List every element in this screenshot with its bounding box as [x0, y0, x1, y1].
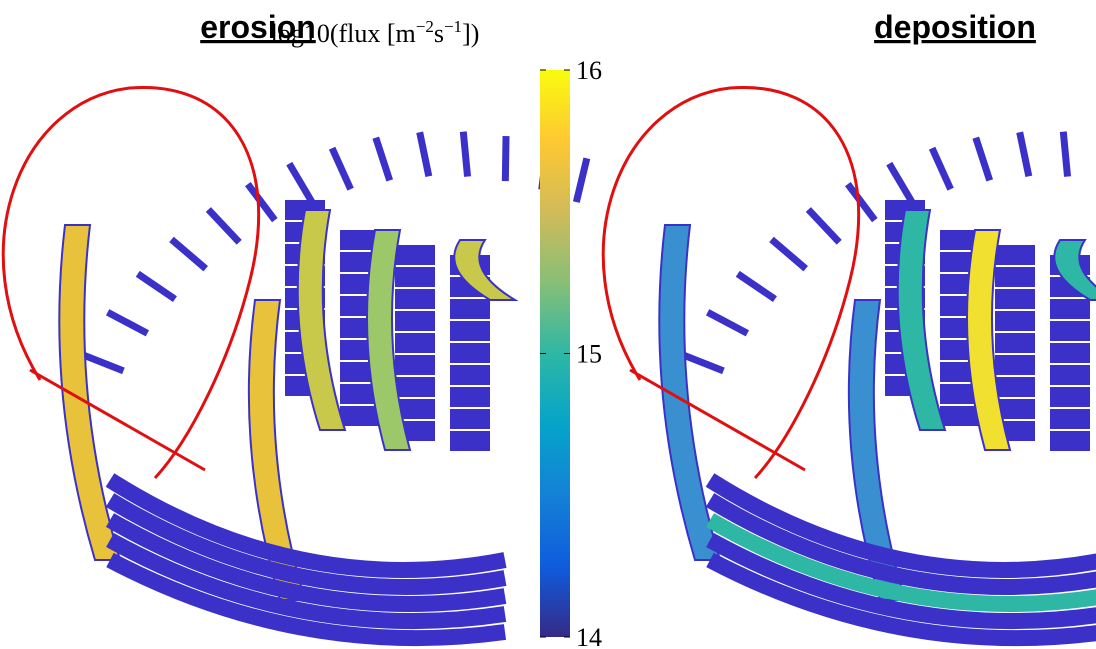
tile — [395, 267, 435, 287]
label-sup: −2 — [416, 17, 434, 36]
tile — [940, 406, 980, 426]
tile — [995, 289, 1035, 309]
divertor-ring — [705, 513, 1096, 613]
label-sup: −1 — [444, 17, 462, 36]
tile — [450, 431, 490, 451]
divertor-ring — [705, 473, 1096, 578]
tile — [995, 377, 1035, 397]
erosion-panel — [1, 85, 591, 647]
tile — [395, 399, 435, 419]
hot-strip — [896, 209, 947, 431]
tile — [501, 135, 510, 182]
tile — [940, 230, 980, 250]
tile — [450, 365, 490, 385]
deposition-panel — [601, 85, 1096, 647]
hot-strip — [453, 239, 519, 301]
tile — [928, 146, 954, 191]
tile — [450, 299, 490, 319]
tile — [705, 309, 750, 337]
tile — [1050, 387, 1090, 407]
divertor-ring — [105, 493, 507, 596]
tile — [80, 351, 125, 375]
tile — [395, 311, 435, 331]
tick-label: 14 — [576, 623, 602, 649]
tile — [995, 399, 1035, 419]
divertor-ring — [105, 473, 507, 578]
colorbar-label: log10(flux [m−2s−1]) — [271, 17, 480, 48]
hot-strip — [1053, 239, 1096, 301]
tile — [940, 384, 980, 404]
tile — [395, 377, 435, 397]
tile — [1050, 321, 1090, 341]
tick-label: 16 — [576, 56, 602, 85]
panel-title: erosion — [200, 9, 316, 45]
tile — [372, 136, 394, 182]
divertor-ring — [706, 532, 1096, 630]
tile — [395, 245, 435, 265]
tile — [450, 409, 490, 429]
tile — [340, 230, 380, 250]
tile — [995, 355, 1035, 375]
tile — [1016, 131, 1033, 178]
tile — [1050, 409, 1090, 429]
tile — [340, 406, 380, 426]
tile — [105, 309, 150, 337]
divertor-ring — [705, 493, 1096, 596]
tile — [450, 387, 490, 407]
tile — [995, 333, 1035, 353]
tile — [1050, 365, 1090, 385]
label-part: ]) — [462, 19, 479, 48]
tile — [328, 146, 354, 191]
tile — [886, 161, 916, 205]
label-part: log10(flux [m — [271, 19, 416, 48]
tick-label: 15 — [576, 340, 602, 369]
hot-strip — [296, 209, 347, 431]
tile — [680, 351, 725, 375]
tile — [395, 355, 435, 375]
tile — [286, 161, 316, 205]
tile — [169, 236, 208, 272]
tile — [1059, 131, 1072, 177]
tile — [995, 267, 1035, 287]
tile — [572, 157, 591, 203]
tile — [845, 182, 878, 223]
tile — [1050, 343, 1090, 363]
tile — [450, 343, 490, 363]
tile — [416, 131, 433, 178]
panel-title: deposition — [874, 9, 1036, 45]
tile — [735, 270, 777, 302]
divertor-ring — [706, 552, 1096, 647]
tile — [340, 384, 380, 404]
hot-strip — [966, 229, 1012, 451]
tile — [995, 245, 1035, 265]
tile — [395, 333, 435, 353]
tile — [450, 321, 490, 341]
tile — [459, 131, 472, 177]
tile — [205, 207, 242, 245]
separatrix — [1, 85, 260, 480]
tile — [1050, 299, 1090, 319]
tile — [769, 236, 808, 272]
separatrix — [601, 85, 860, 480]
divertor-ring — [106, 532, 507, 630]
tile — [395, 289, 435, 309]
divertor-ring — [105, 513, 507, 613]
divertor-ring — [106, 552, 507, 647]
tile — [1050, 431, 1090, 451]
colorbar-ticks: 14 15 16 — [540, 56, 602, 649]
hot-strip — [366, 229, 412, 451]
tile — [245, 182, 278, 223]
tile — [135, 270, 177, 302]
tile — [972, 136, 994, 182]
tile — [995, 311, 1035, 331]
label-part: s — [434, 19, 444, 48]
tile — [805, 207, 842, 245]
